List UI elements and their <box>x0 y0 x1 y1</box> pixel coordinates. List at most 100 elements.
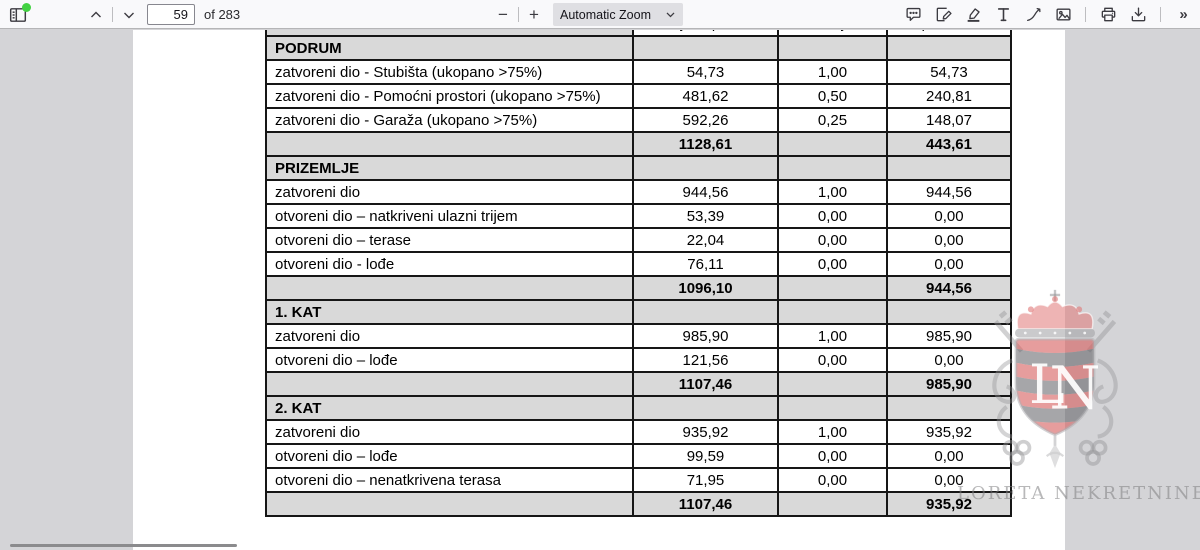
comment-icon <box>905 6 922 23</box>
zoom-level-select[interactable]: Automatic Zoom <box>553 3 683 26</box>
coef-cell: 1,00 <box>777 323 888 349</box>
coef-cell <box>777 131 888 157</box>
image-icon <box>1055 6 1072 23</box>
row-label: zatvoreni dio <box>265 323 634 349</box>
row-label <box>265 491 634 517</box>
result-cell: 985,90 <box>886 371 1012 397</box>
coef-cell: 1,00 <box>777 419 888 445</box>
result-cell: 944,56 <box>886 275 1012 301</box>
header-cell: površina <box>886 30 1012 37</box>
add-image-button[interactable] <box>1051 2 1075 27</box>
coef-cell <box>777 299 888 325</box>
signature-icon <box>935 6 952 23</box>
table-row: zatvoreni dio - Pomoćni prostori (ukopan… <box>265 83 1012 109</box>
row-label: otvoreni dio – nenatkrivena terasa <box>265 467 634 493</box>
area-cell: 592,26 <box>632 107 779 133</box>
chevron-up-icon <box>89 8 103 22</box>
result-cell: 240,81 <box>886 83 1012 109</box>
zoom-out-button[interactable]: − <box>492 2 514 27</box>
row-label: PODRUM <box>265 35 634 61</box>
previous-page-button[interactable] <box>84 2 108 27</box>
area-cell: 944,56 <box>632 179 779 205</box>
result-cell: 0,00 <box>886 227 1012 253</box>
next-page-button[interactable] <box>117 2 141 27</box>
area-table: Razvijena površina koeficijent površina … <box>265 30 1012 517</box>
row-label: 2. KAT <box>265 395 634 421</box>
chevron-down-icon <box>665 9 676 20</box>
result-cell <box>886 395 1012 421</box>
toolbar-separator <box>1160 7 1161 22</box>
row-label: zatvoreni dio <box>265 419 634 445</box>
page-number-input[interactable] <box>147 4 195 25</box>
sidebar-toggle-button[interactable] <box>6 2 31 27</box>
clipped-header-row: Razvijena površina koeficijent površina <box>265 30 1012 37</box>
table-row: zatvoreni dio - Garaža (ukopano >75%) 592… <box>265 107 1012 133</box>
result-cell: 0,00 <box>886 347 1012 373</box>
toolbar-separator <box>1085 7 1086 22</box>
header-cell: koeficijent <box>777 30 888 37</box>
table-row: otvoreni dio – lođe 99,59 0,00 0,00 <box>265 443 1012 469</box>
row-label: otvoreni dio – natkriveni ulazni trijem <box>265 203 634 229</box>
row-label <box>265 371 634 397</box>
section-row: 2. KAT <box>265 395 1012 421</box>
zoom-in-button[interactable]: + <box>523 2 545 27</box>
chevron-down-icon <box>122 8 136 22</box>
coef-cell <box>777 371 888 397</box>
header-cell <box>265 30 634 37</box>
result-cell: 935,92 <box>886 419 1012 445</box>
result-cell <box>886 35 1012 61</box>
coef-cell: 0,00 <box>777 251 888 277</box>
horizontal-scrollbar-thumb[interactable] <box>10 544 237 547</box>
highlight-button[interactable] <box>961 2 985 27</box>
row-label: otvoreni dio – terase <box>265 227 634 253</box>
area-cell: 121,56 <box>632 347 779 373</box>
coef-cell: 0,00 <box>777 203 888 229</box>
print-button[interactable] <box>1096 2 1120 27</box>
table-row: zatvoreni dio 935,92 1,00 935,92 <box>265 419 1012 445</box>
result-cell: 54,73 <box>886 59 1012 85</box>
download-icon <box>1130 6 1147 23</box>
result-cell: 0,00 <box>886 443 1012 469</box>
pen-icon <box>1025 6 1042 23</box>
area-cell: 76,11 <box>632 251 779 277</box>
table-row: zatvoreni dio 944,56 1,00 944,56 <box>265 179 1012 205</box>
header-cell: Razvijena površina <box>632 30 779 37</box>
coef-cell: 0,50 <box>777 83 888 109</box>
area-cell <box>632 299 779 325</box>
sidebar-icon <box>9 6 27 24</box>
table-row: zatvoreni dio 985,90 1,00 985,90 <box>265 323 1012 349</box>
table-row: otvoreni dio – terase 22,04 0,00 0,00 <box>265 227 1012 253</box>
add-comment-button[interactable] <box>901 2 925 27</box>
save-button[interactable] <box>1126 2 1150 27</box>
coef-cell <box>777 155 888 181</box>
result-cell: 944,56 <box>886 179 1012 205</box>
area-cell: 1107,46 <box>632 371 779 397</box>
row-label: zatvoreni dio - Stubišta (ukopano >75%) <box>265 59 634 85</box>
row-label: otvoreni dio – lođe <box>265 443 634 469</box>
coef-cell <box>777 491 888 517</box>
area-cell: 54,73 <box>632 59 779 85</box>
coef-cell: 0,00 <box>777 443 888 469</box>
subtotal-row: 1107,46 935,92 <box>265 491 1012 517</box>
coef-cell: 0,00 <box>777 347 888 373</box>
area-cell: 481,62 <box>632 83 779 109</box>
row-label: PRIZEMLJE <box>265 155 634 181</box>
area-cell: 1128,61 <box>632 131 779 157</box>
draw-button[interactable] <box>1021 2 1045 27</box>
area-cell: 99,59 <box>632 443 779 469</box>
signature-button[interactable] <box>931 2 955 27</box>
toolbar-separator <box>112 7 113 22</box>
area-cell <box>632 35 779 61</box>
result-cell <box>886 299 1012 325</box>
free-text-button[interactable] <box>991 2 1015 27</box>
area-cell <box>632 155 779 181</box>
table-row: otvoreni dio – nenatkrivena terasa 71,95 0… <box>265 467 1012 493</box>
more-tools-button[interactable]: » <box>1171 2 1195 27</box>
section-row: PODRUM <box>265 35 1012 61</box>
coef-cell: 1,00 <box>777 179 888 205</box>
print-icon <box>1100 6 1117 23</box>
subtotal-row: 1096,10 944,56 <box>265 275 1012 301</box>
pdf-viewer-area[interactable]: Razvijena površina koeficijent površina … <box>0 30 1200 550</box>
section-row: 1. KAT <box>265 299 1012 325</box>
result-cell: 0,00 <box>886 251 1012 277</box>
